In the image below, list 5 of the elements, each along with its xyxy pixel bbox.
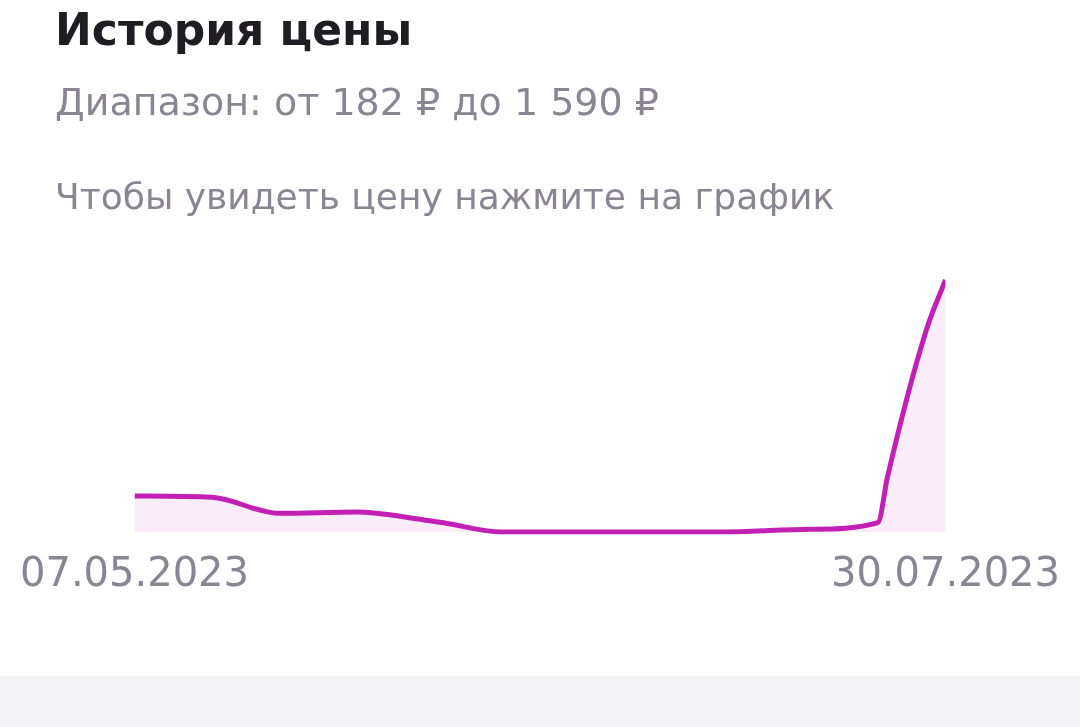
x-tick-label: 30.07.2023 [830,549,1060,596]
chart-subtitle: Диапазон: от 182 ₽ до 1 590 ₽ [55,80,659,124]
text: Чтобы увидеть цену нажмите на график [55,176,835,217]
chart-title: История цены [55,4,413,55]
x-tick-label: 07.05.2023 [20,549,250,596]
